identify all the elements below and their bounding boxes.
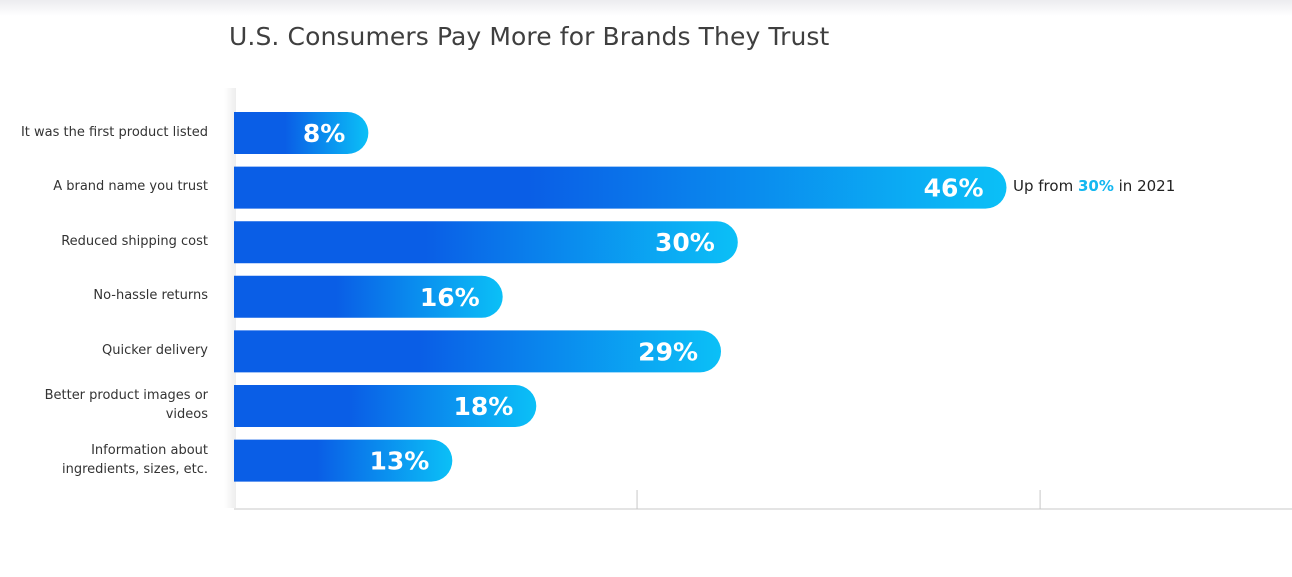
category-label: A brand name you trust (8, 177, 208, 196)
category-label-line: videos (165, 407, 208, 422)
bar-3 (234, 275, 503, 318)
bar-2 (234, 221, 738, 264)
category-label-line: Better product images or (44, 388, 208, 403)
category-label-line: Quicker delivery (102, 342, 208, 358)
annotation-highlight: 30% (1077, 177, 1114, 195)
bar-value-label: 30% (655, 228, 715, 257)
category-label: It was the first product listed (8, 123, 208, 142)
category-label-line: Reduced shipping cost (61, 233, 208, 249)
bar-1 (234, 166, 1007, 209)
bar-value-label: 18% (453, 392, 513, 421)
bar-value-label: 8% (303, 119, 345, 148)
bar-value-label: 29% (638, 337, 698, 366)
category-label-line: Information about (91, 442, 208, 458)
category-label: Quicker delivery (8, 341, 208, 360)
chart-title: U.S. Consumers Pay More for Brands They … (229, 22, 830, 51)
category-label-line: ingredients, sizes, etc. (61, 461, 208, 477)
annotation: Up from 30% in 2021 (1013, 177, 1175, 195)
category-label-line: It was the first product listed (20, 124, 208, 140)
annotation-prefix: Up from (1013, 177, 1078, 195)
top-fade (0, 0, 1292, 16)
bar-value-label: 46% (924, 174, 984, 203)
axis-shadow (224, 88, 236, 508)
category-label: No-hassle returns (8, 286, 208, 305)
bar-4 (234, 330, 722, 373)
bar-value-label: 16% (420, 283, 480, 312)
bar-5 (234, 385, 537, 427)
bar-0 (234, 112, 369, 154)
annotation-suffix: in 2021 (1113, 177, 1176, 195)
bar-6 (234, 439, 453, 482)
bar-value-label: 13% (369, 447, 429, 476)
category-label-line: A brand name you trust (53, 179, 208, 195)
category-label: Better product images or videos (8, 386, 208, 424)
category-label: Reduced shipping cost (8, 232, 208, 251)
category-label-line: No-hassle returns (93, 288, 208, 304)
category-label: Information about ingredients, sizes, etc… (8, 441, 208, 479)
